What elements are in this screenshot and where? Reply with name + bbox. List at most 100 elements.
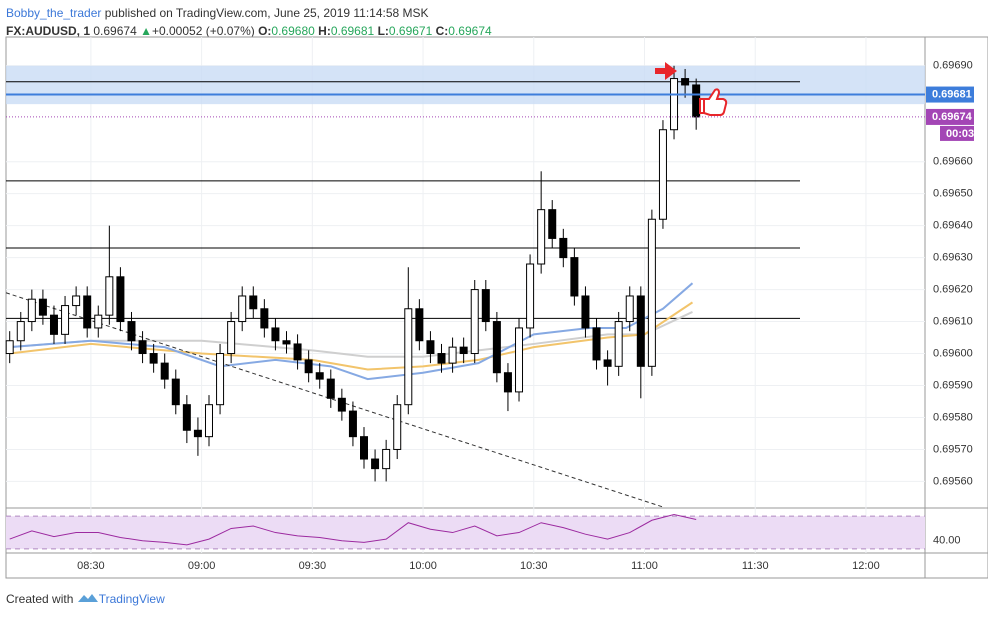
footer: Created with TradingView bbox=[6, 592, 165, 606]
x-tick-label: 08:30 bbox=[77, 560, 105, 572]
candle-body bbox=[238, 295, 247, 323]
candle-body bbox=[570, 257, 579, 297]
candle-body bbox=[625, 295, 634, 323]
candle-body bbox=[526, 263, 535, 329]
candle-body bbox=[492, 321, 501, 374]
x-tick-label: 10:00 bbox=[409, 560, 437, 572]
h: 0.69681 bbox=[330, 24, 375, 38]
candle-body bbox=[603, 359, 612, 367]
candle-body bbox=[216, 353, 225, 406]
y-tick-label: 0.69690 bbox=[933, 60, 973, 72]
x-tick-label: 09:00 bbox=[188, 560, 216, 572]
y-tick-label: 0.69620 bbox=[933, 283, 973, 295]
candle-body bbox=[670, 78, 679, 131]
x-tick-label: 11:30 bbox=[742, 560, 769, 572]
candle-body bbox=[503, 372, 512, 393]
candle-body bbox=[581, 295, 590, 329]
candle-body bbox=[415, 308, 424, 342]
arrow-icon bbox=[655, 62, 677, 80]
y-tick-label: 0.69650 bbox=[933, 188, 973, 200]
x-tick-label: 11:00 bbox=[631, 560, 658, 572]
y-tick-label: 0.69660 bbox=[933, 156, 973, 168]
candle-body bbox=[481, 289, 490, 323]
logo bbox=[77, 594, 98, 602]
candle-body bbox=[27, 298, 36, 323]
y-tick-label: 0.69570 bbox=[933, 443, 973, 455]
candle-body bbox=[470, 289, 479, 355]
candle-body bbox=[437, 353, 446, 364]
candle-body bbox=[459, 346, 468, 355]
rsi-line bbox=[9, 514, 697, 546]
candle-body bbox=[448, 346, 457, 364]
countdown-label: 00:03 bbox=[946, 128, 974, 140]
candle-body bbox=[193, 429, 202, 438]
o: 0.69680 bbox=[271, 24, 315, 38]
x-tick-label: 10:30 bbox=[520, 560, 548, 572]
c-label: C: bbox=[435, 24, 449, 38]
candle-body bbox=[592, 327, 601, 361]
y-tick-label: 0.69590 bbox=[933, 379, 973, 391]
candle-body bbox=[116, 276, 125, 323]
x-tick-label: 12:00 bbox=[852, 560, 880, 572]
candle-body bbox=[271, 327, 280, 342]
candle-body bbox=[127, 321, 136, 342]
change: +0.00052 (+0.07%) bbox=[151, 24, 255, 38]
y-tick-label: 0.69610 bbox=[933, 315, 973, 327]
symbol: FX:AUDUSD, 1 bbox=[6, 24, 91, 38]
candle-body bbox=[647, 218, 656, 367]
published: published on TradingView.com, June 25, 2… bbox=[104, 6, 429, 20]
countdown-tag bbox=[940, 125, 974, 141]
candle-body bbox=[260, 308, 269, 329]
candle-body bbox=[548, 209, 557, 239]
candle-body bbox=[227, 321, 236, 355]
candle-body bbox=[304, 359, 313, 374]
candle-body bbox=[138, 340, 147, 355]
candle-body bbox=[105, 276, 114, 316]
candle-body bbox=[171, 378, 180, 406]
candle-body bbox=[692, 84, 701, 118]
price-tag bbox=[926, 108, 974, 125]
candle-body bbox=[61, 305, 70, 335]
candle-body bbox=[537, 209, 546, 265]
y-tick-label: 0.69560 bbox=[933, 475, 973, 487]
price-tag-label: 0.69681 bbox=[932, 88, 972, 100]
y-tick-label: 0.69600 bbox=[933, 347, 973, 359]
author[interactable]: Bobby_the_trader bbox=[6, 6, 102, 20]
l: 0.69671 bbox=[388, 24, 433, 38]
frame bbox=[5, 36, 988, 579]
thumbs-up-icon bbox=[699, 88, 728, 116]
candle-body bbox=[149, 353, 158, 364]
candle-body bbox=[337, 397, 346, 412]
candle-body bbox=[83, 295, 92, 329]
candle-body bbox=[681, 78, 690, 86]
candle-body bbox=[559, 237, 568, 259]
candle-body bbox=[282, 340, 291, 345]
candle-body bbox=[38, 298, 47, 316]
candle-body bbox=[315, 372, 324, 380]
candle-body bbox=[614, 321, 623, 367]
candle-body bbox=[16, 321, 25, 342]
candle-body bbox=[204, 404, 213, 438]
y-tick-label: 0.69640 bbox=[933, 220, 973, 232]
c: 0.69674 bbox=[448, 24, 492, 38]
candle-body bbox=[160, 362, 169, 380]
l-label: L: bbox=[377, 24, 389, 38]
price-tag-label: 0.69674 bbox=[932, 111, 973, 123]
candle-body bbox=[371, 458, 380, 470]
candle-body bbox=[426, 340, 435, 355]
candle-body bbox=[49, 314, 58, 335]
candle-body bbox=[515, 327, 524, 393]
zone bbox=[6, 65, 925, 105]
chart: 08:30 09:00 09:30 10:00 10:30 11:00 11:30 12:00… bbox=[5, 36, 988, 579]
candle-body bbox=[94, 314, 103, 329]
header: Bobby_the_trader published on TradingVie… bbox=[6, 4, 492, 40]
candle-body bbox=[658, 129, 667, 220]
trendline bbox=[5, 292, 664, 508]
x-tick-label: 09:30 bbox=[299, 560, 327, 572]
candle-body bbox=[326, 378, 335, 399]
rsi-tick-label: 40.00 bbox=[933, 535, 961, 547]
candle-body bbox=[249, 295, 258, 310]
brand[interactable]: TradingView bbox=[98, 592, 165, 606]
candle-body bbox=[5, 340, 14, 355]
